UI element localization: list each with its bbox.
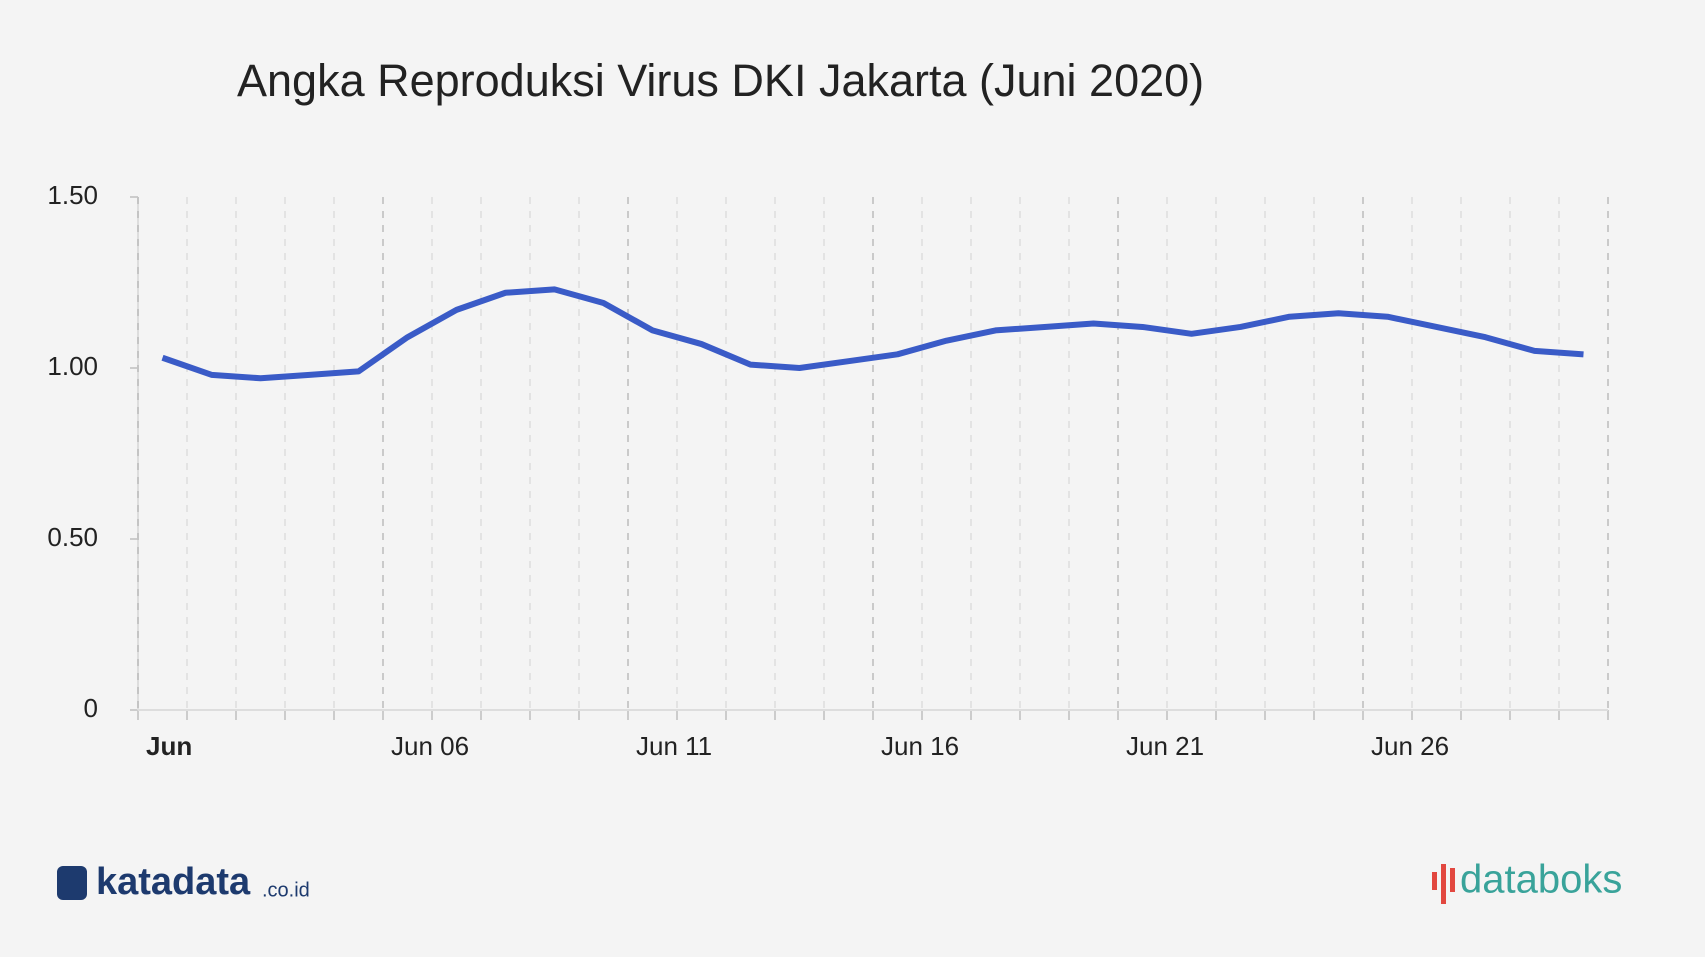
logo-text: databoks	[1460, 858, 1622, 902]
y-tick-label: 1.50	[47, 180, 98, 210]
x-tick-label: Jun 16	[881, 731, 959, 761]
logo-suffix: .co.id	[262, 879, 310, 901]
y-tick-label: 0	[84, 693, 98, 723]
logo-mark	[57, 866, 87, 900]
logo-mark	[1450, 868, 1455, 892]
logo-mark	[1432, 872, 1437, 890]
x-tick-label: Jun 21	[1126, 731, 1204, 761]
y-tick-label: 0.50	[47, 522, 98, 552]
line-series	[161, 286, 1584, 382]
logo-mark	[1441, 864, 1446, 904]
x-tick-label: Jun 11	[636, 731, 712, 761]
x-tick-label: Jun	[146, 731, 192, 761]
y-tick-label: 1.00	[47, 351, 98, 381]
logo-text: katadata	[96, 861, 251, 903]
chart-title: Angka Reproduksi Virus DKI Jakarta (Juni…	[237, 55, 1204, 106]
x-tick-label: Jun 06	[391, 731, 469, 761]
x-tick-label: Jun 26	[1371, 731, 1449, 761]
logo-katadata: katadata .co.id	[57, 861, 310, 903]
logo-databoks: databoks	[1432, 858, 1622, 904]
